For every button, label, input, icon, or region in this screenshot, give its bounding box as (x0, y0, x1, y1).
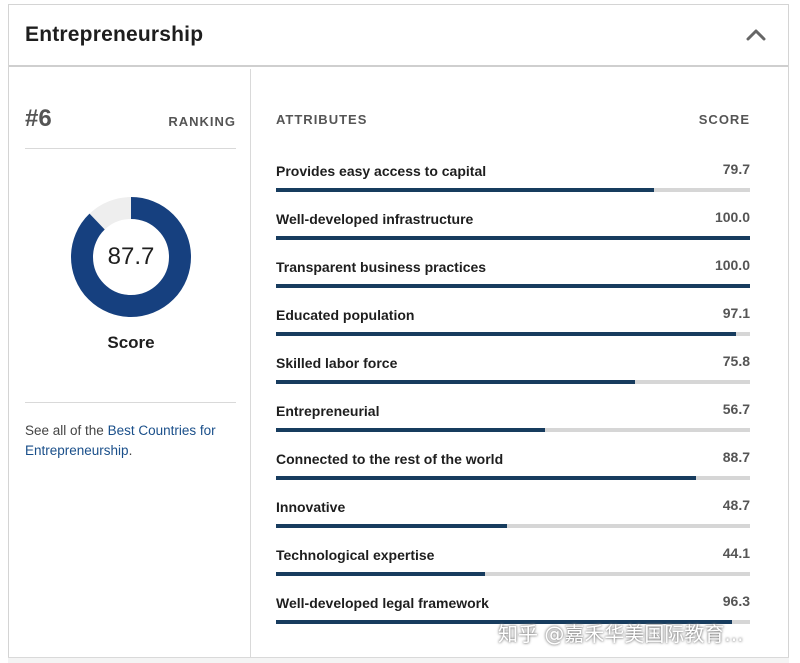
best-countries-link[interactable]: Best Countries for Entrepreneurship (25, 423, 216, 458)
see-all-suffix: . (128, 443, 133, 458)
attribute-name: Well-developed infrastructure (276, 211, 474, 227)
score-header: SCORE (698, 112, 750, 127)
score-bar-track (276, 524, 750, 528)
score-bar-fill (276, 572, 486, 576)
score-bar-track (276, 620, 750, 624)
ranking-label: RANKING (168, 114, 236, 129)
score-label: Score (107, 333, 155, 352)
attribute-score: 75.8 (722, 353, 750, 369)
attribute-name: Skilled labor force (276, 355, 398, 371)
attribute-name: Connected to the rest of the world (276, 451, 504, 467)
attribute-list: Provides easy access to capital 79.7 Wel… (276, 157, 750, 637)
score-bar-fill (276, 332, 737, 336)
panel-header[interactable]: Entrepreneurship (9, 5, 788, 67)
score-bar-fill (276, 524, 507, 528)
attribute-score: 100.0 (714, 209, 750, 225)
score-value: 87.7 (107, 243, 155, 270)
panel-title: Entrepreneurship (25, 23, 204, 46)
score-bar-fill (276, 476, 697, 480)
attribute-row: Connected to the rest of the world 88.7 (276, 445, 750, 493)
attribute-score: 88.7 (722, 449, 750, 465)
score-bar-track (276, 572, 750, 576)
ranking-row: #6 RANKING (25, 99, 236, 149)
attribute-row: Skilled labor force 75.8 (276, 349, 750, 397)
entrepreneurship-panel: Entrepreneurship #6 RANKING 87.7 Score S… (8, 4, 789, 663)
divider (25, 402, 236, 403)
score-bar-track (276, 284, 750, 288)
attributes-header: ATTRIBUTES (276, 112, 368, 127)
watermark-text: 知乎 @嘉禾华美国际教育... (498, 622, 744, 646)
score-bar-track (276, 332, 750, 336)
attribute-row: Innovative 48.7 (276, 493, 750, 541)
score-bar-fill (276, 380, 636, 384)
score-bar-fill (276, 236, 750, 240)
attribute-score: 96.3 (722, 593, 750, 609)
score-bar-fill (276, 188, 654, 192)
score-bar-fill (276, 284, 750, 288)
attribute-name: Innovative (276, 499, 346, 515)
attributes-column: ATTRIBUTES SCORE Provides easy access to… (252, 69, 788, 663)
attribute-row: Technological expertise 44.1 (276, 541, 750, 589)
attribute-row: Entrepreneurial 56.7 (276, 397, 750, 445)
score-bar-track (276, 428, 750, 432)
rank-number: #6 (25, 105, 52, 132)
donut-score-arc (71, 197, 191, 317)
attribute-name: Entrepreneurial (276, 403, 380, 419)
attribute-row: Transparent business practices 100.0 (276, 253, 750, 301)
score-bar-track (276, 188, 750, 192)
attribute-row: Provides easy access to capital 79.7 (276, 157, 750, 205)
attribute-name: Provides easy access to capital (276, 163, 487, 179)
attribute-score: 56.7 (722, 401, 750, 417)
attribute-name: Educated population (276, 307, 415, 323)
attribute-score: 48.7 (722, 497, 750, 513)
score-bar-track (276, 380, 750, 384)
attribute-name: Well-developed legal framework (276, 595, 489, 611)
attribute-row: Educated population 97.1 (276, 301, 750, 349)
attribute-row: Well-developed infrastructure 100.0 (276, 205, 750, 253)
see-all-prefix: See all of the (25, 423, 108, 438)
attribute-name: Technological expertise (276, 547, 435, 563)
attribute-score: 79.7 (722, 161, 750, 177)
attribute-score: 97.1 (722, 305, 750, 321)
summary-column: #6 RANKING 87.7 Score See all of the Bes… (9, 69, 251, 663)
attribute-row: Well-developed legal framework 96.3 (276, 589, 750, 637)
attribute-score: 100.0 (714, 257, 750, 273)
attribute-score: 44.1 (722, 545, 750, 561)
score-bar-fill (276, 620, 733, 624)
chevron-up-icon[interactable] (744, 23, 768, 47)
score-bar-track (276, 236, 750, 240)
attribute-name: Transparent business practices (276, 259, 487, 275)
see-all-text: See all of the Best Countries for Entrep… (25, 421, 240, 461)
score-bar-fill (276, 428, 545, 432)
next-panel-edge (8, 657, 789, 663)
score-bar-track (276, 476, 750, 480)
score-donut-chart (71, 197, 191, 317)
